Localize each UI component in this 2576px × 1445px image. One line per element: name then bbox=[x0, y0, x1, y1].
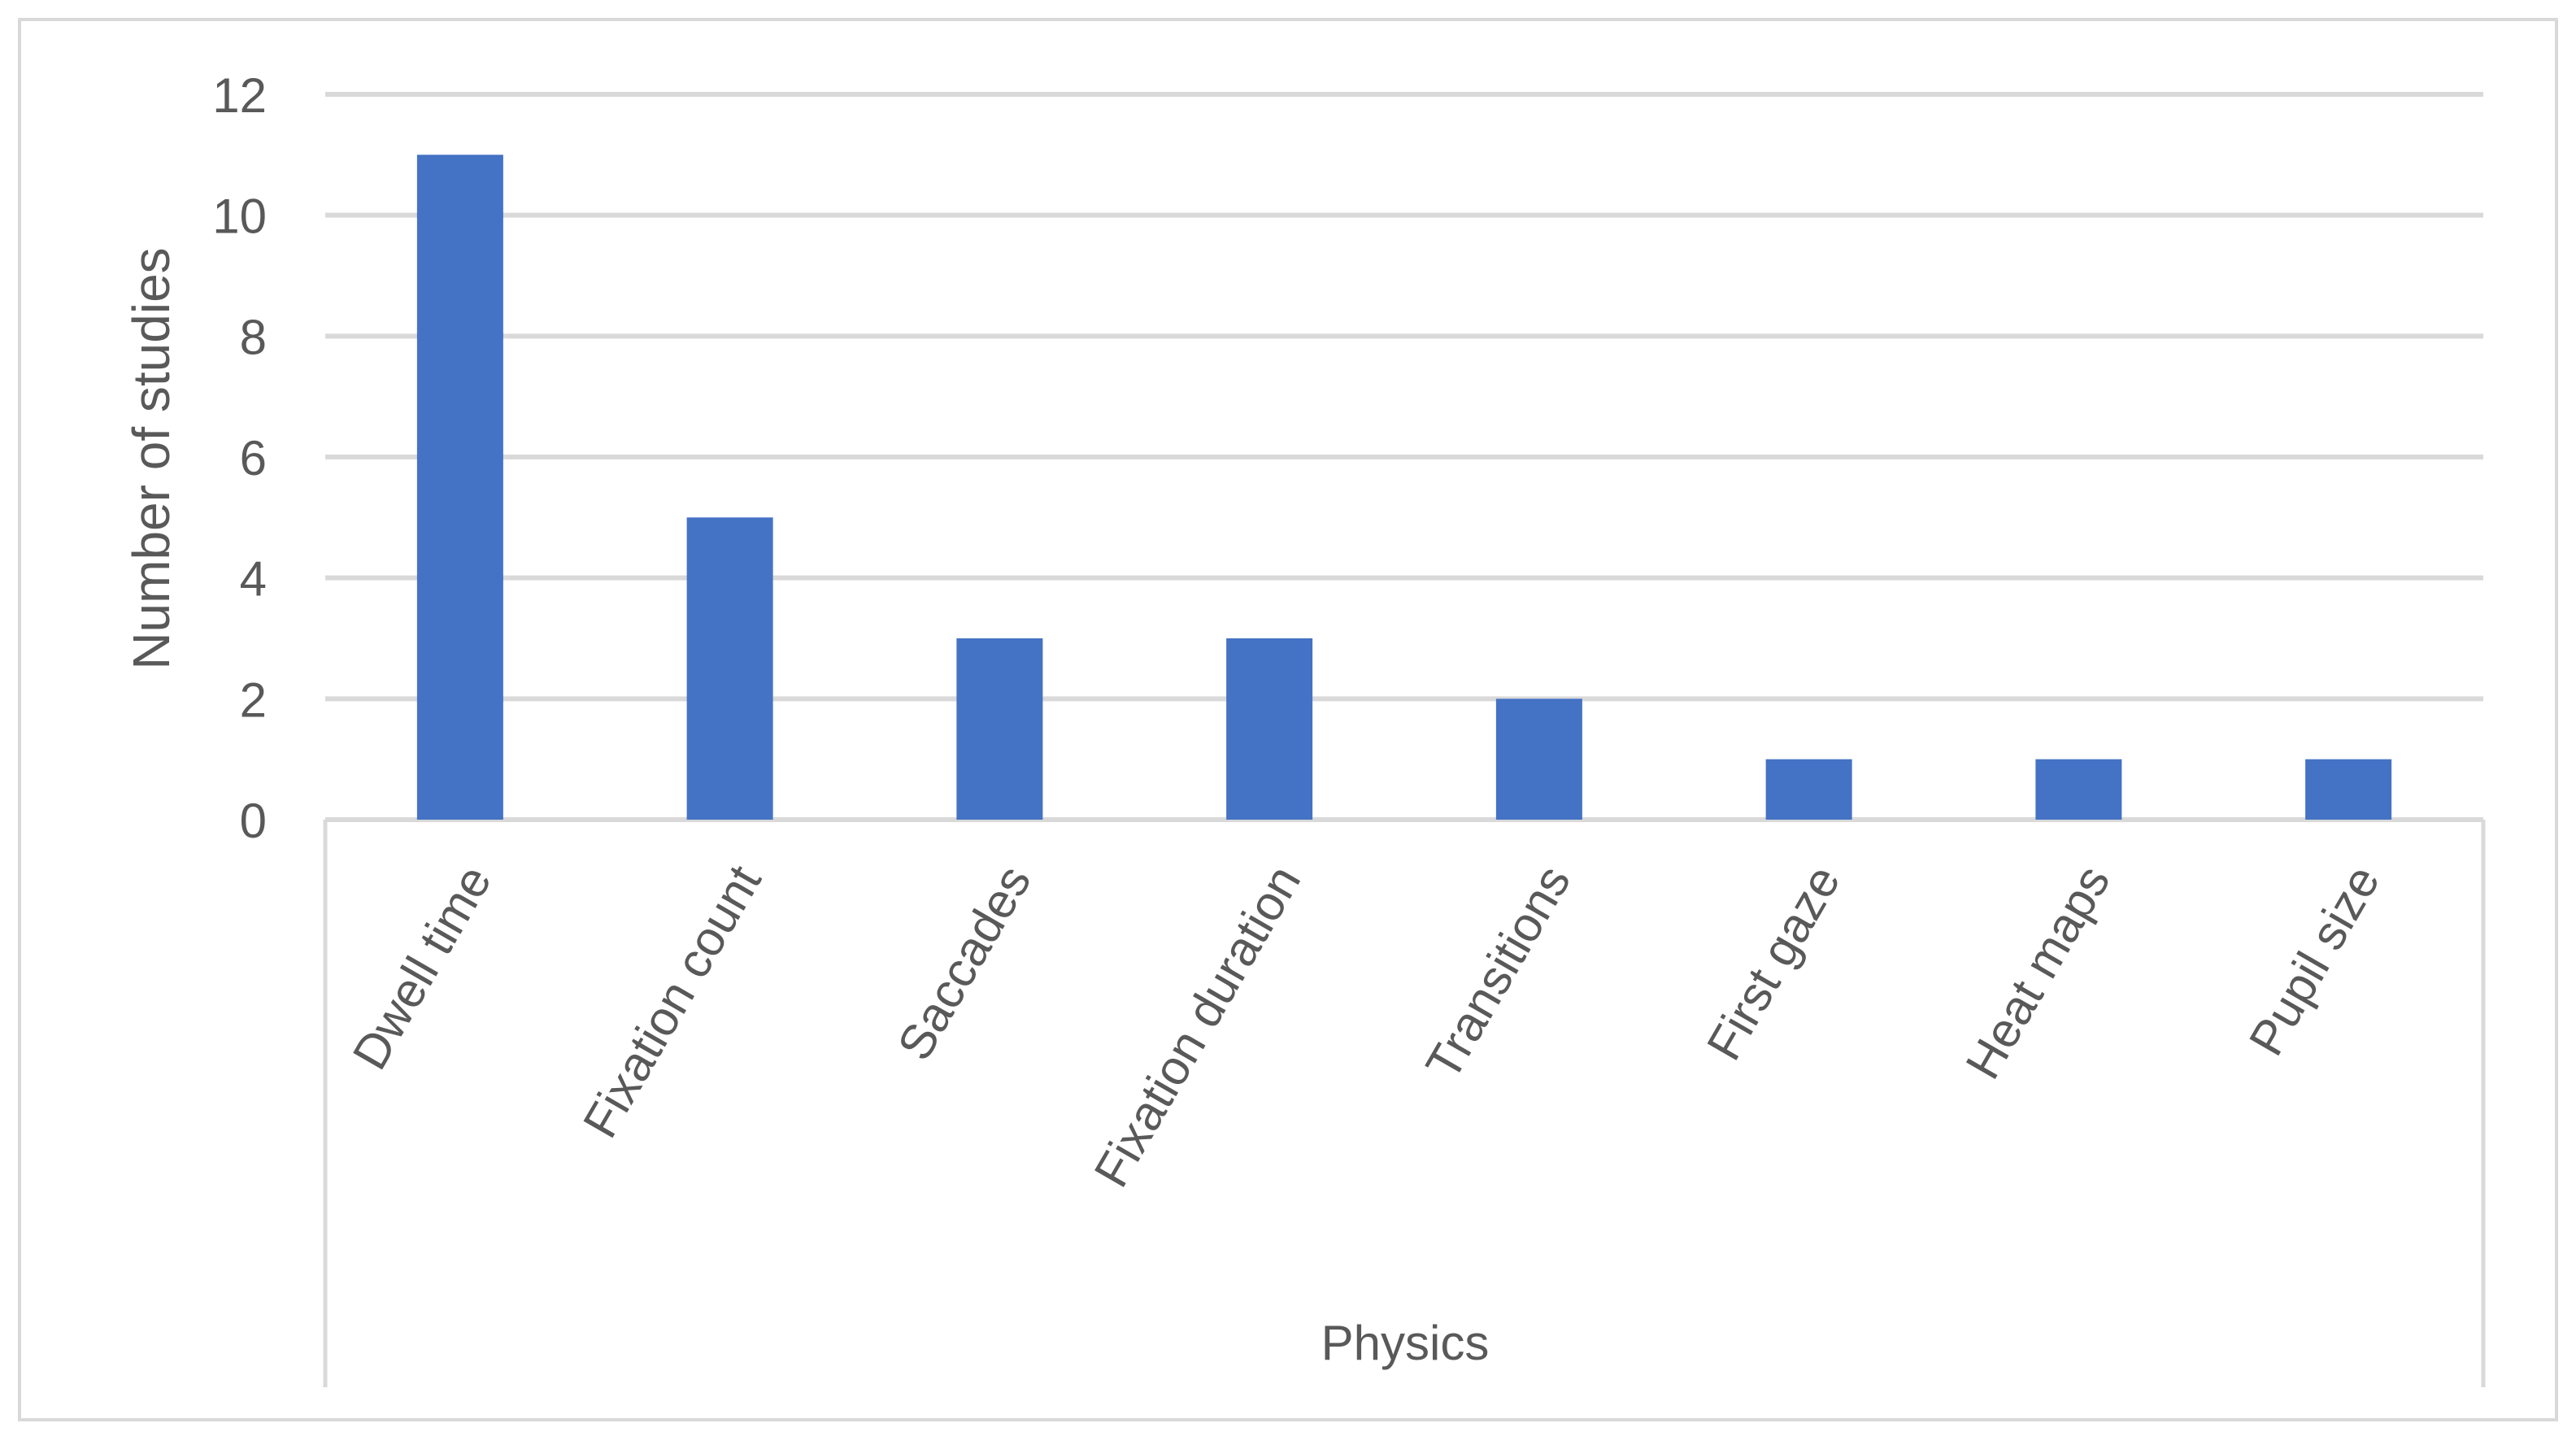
y-tick-label: 10 bbox=[212, 189, 267, 244]
bars bbox=[416, 155, 2392, 820]
bar-dwell-time bbox=[416, 155, 503, 820]
category-group-label: Physics bbox=[1321, 1316, 1490, 1370]
bar-fixation-duration bbox=[1226, 638, 1313, 820]
bar-first-gaze bbox=[1765, 759, 1852, 820]
gridlines bbox=[325, 92, 2483, 822]
bar-saccades bbox=[956, 638, 1043, 820]
y-tick-label: 6 bbox=[240, 431, 267, 485]
axes bbox=[323, 820, 2486, 1387]
bar-fixation-count bbox=[686, 517, 773, 820]
y-tick-label: 2 bbox=[240, 672, 267, 727]
bar-pupil-size bbox=[2305, 759, 2392, 820]
y-tick-label: 0 bbox=[240, 794, 267, 848]
y-axis-title: Number of studies bbox=[122, 247, 181, 669]
y-tick-label: 8 bbox=[240, 310, 267, 364]
bar-heat-maps bbox=[2035, 759, 2122, 820]
y-tick-label: 12 bbox=[212, 68, 267, 123]
y-tick-label: 4 bbox=[240, 552, 267, 607]
bar-transitions bbox=[1495, 699, 1582, 820]
